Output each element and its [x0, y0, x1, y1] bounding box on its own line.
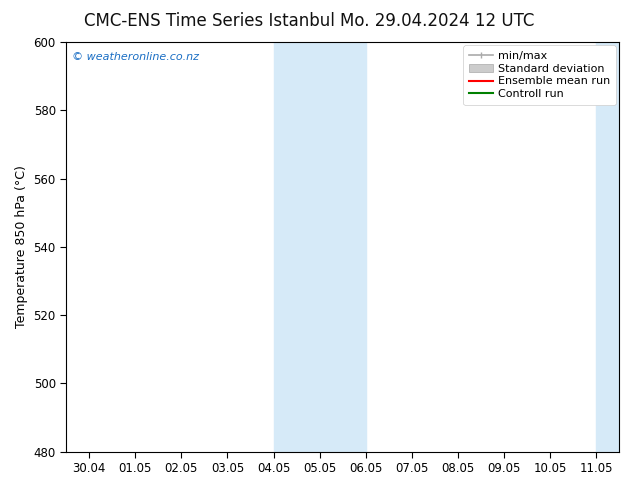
Y-axis label: Temperature 850 hPa (°C): Temperature 850 hPa (°C): [15, 166, 28, 328]
Text: Mo. 29.04.2024 12 UTC: Mo. 29.04.2024 12 UTC: [340, 12, 534, 30]
Text: CMC-ENS Time Series Istanbul: CMC-ENS Time Series Istanbul: [84, 12, 335, 30]
Text: © weatheronline.co.nz: © weatheronline.co.nz: [72, 52, 198, 62]
Legend: min/max, Standard deviation, Ensemble mean run, Controll run: min/max, Standard deviation, Ensemble me…: [463, 46, 616, 105]
Bar: [596, 42, 619, 452]
Bar: [273, 42, 366, 452]
